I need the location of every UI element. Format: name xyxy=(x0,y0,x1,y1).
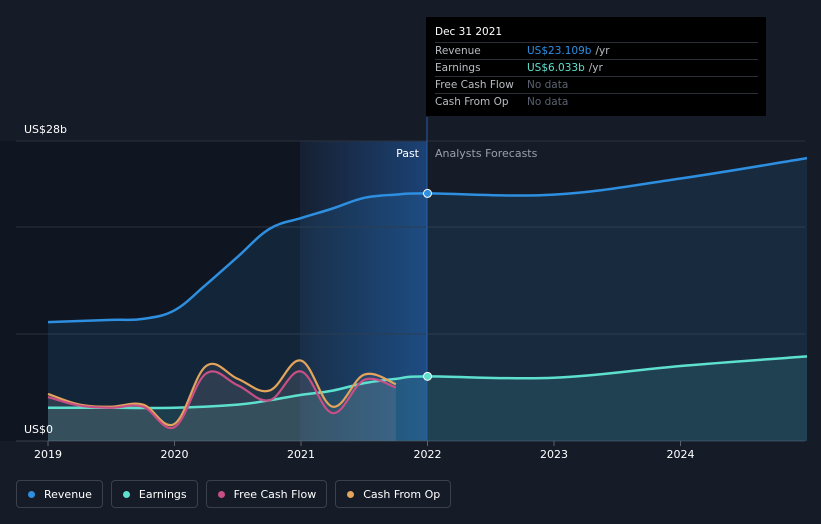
x-tick-label: 2023 xyxy=(540,448,568,461)
legend-item-cash-from-op[interactable]: Cash From Op xyxy=(335,480,452,508)
chart-area: US$28b US$0 Past Analysts Forecasts 2019… xyxy=(0,117,808,461)
x-tick-label: 2022 xyxy=(414,448,442,461)
forecast-label: Analysts Forecasts xyxy=(435,147,538,160)
x-tick-label: 2021 xyxy=(287,448,315,461)
tooltip-value: US$6.033b xyxy=(527,62,585,74)
legend-label: Earnings xyxy=(138,487,187,501)
x-tick-label: 2019 xyxy=(34,448,62,461)
legend-label: Revenue xyxy=(44,487,92,501)
tooltip: Dec 31 2021 Revenue US$23.109b /yr Earni… xyxy=(426,17,766,116)
cash-from-op-area xyxy=(48,360,396,441)
legend-item-earnings[interactable]: Earnings xyxy=(110,480,198,508)
grid xyxy=(16,140,805,442)
tooltip-label: Cash From Op xyxy=(435,96,509,108)
series-lines xyxy=(47,156,808,430)
free-cash-flow-line xyxy=(47,370,397,430)
highlight-markers xyxy=(423,188,432,381)
earnings-marker xyxy=(423,371,432,381)
tooltip-date: Dec 31 2021 xyxy=(435,26,503,38)
tooltip-row-cash-from-op: Cash From Op No data xyxy=(435,93,758,110)
past-label: Past xyxy=(396,147,420,160)
tooltip-unit: /yr xyxy=(595,45,610,57)
y-axis-bottom-label: US$0 xyxy=(24,423,53,436)
legend-dot-icon xyxy=(122,490,130,498)
tooltip-row-free-cash-flow: Free Cash Flow No data xyxy=(435,76,758,93)
tooltip-row-earnings: Earnings US$6.033b /yr xyxy=(435,59,758,76)
tooltip-row-revenue: Revenue US$23.109b /yr xyxy=(435,42,758,59)
x-tick-label: 2020 xyxy=(161,448,189,461)
tooltip-label: Revenue xyxy=(435,45,481,57)
past-shade xyxy=(0,141,300,441)
tooltip-label: Earnings xyxy=(435,62,481,74)
y-axis-top-label: US$28b xyxy=(24,123,67,136)
legend-label: Cash From Op xyxy=(363,487,441,501)
tooltip-value: No data xyxy=(527,79,569,91)
tooltip-value: No data xyxy=(527,96,569,108)
tooltip-unit: /yr xyxy=(588,62,603,74)
legend-dot-icon xyxy=(347,490,355,498)
x-tick-label: 2024 xyxy=(667,448,695,461)
legend-item-revenue[interactable]: Revenue xyxy=(16,480,103,508)
tooltip-label: Free Cash Flow xyxy=(435,79,514,91)
legend: Revenue Earnings Free Cash Flow Cash Fro… xyxy=(16,480,459,508)
legend-item-free-cash-flow[interactable]: Free Cash Flow xyxy=(205,480,328,508)
x-axis: 2019 2020 2021 2022 2023 2024 xyxy=(34,441,695,461)
revenue-marker xyxy=(423,188,432,198)
legend-dot-icon xyxy=(28,490,35,498)
legend-dot-icon xyxy=(217,490,225,498)
tooltip-value: US$23.109b xyxy=(527,45,592,57)
legend-label: Free Cash Flow xyxy=(233,487,317,501)
revenue-line xyxy=(47,156,808,324)
